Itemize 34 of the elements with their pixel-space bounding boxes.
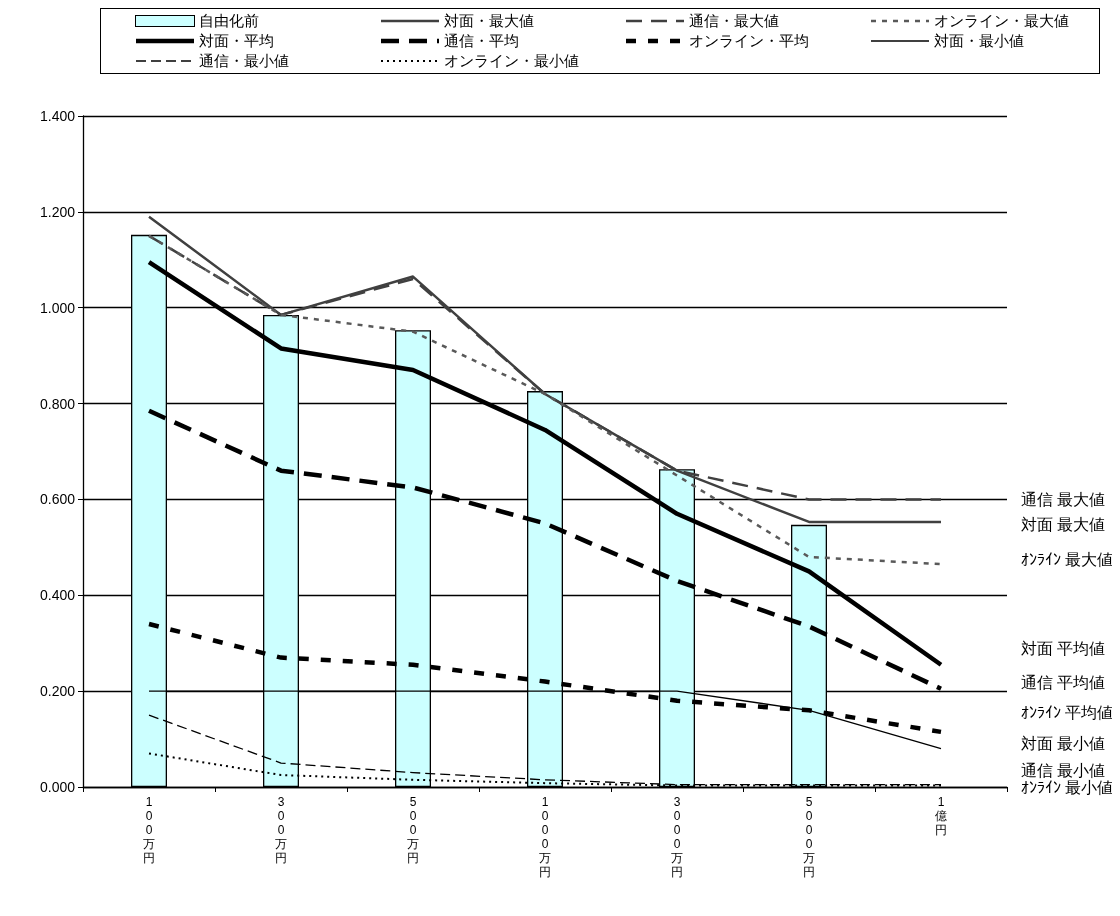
text: 対面 最小値 (1021, 735, 1106, 753)
y-tick-label: 1.000 (39, 299, 76, 316)
text: 通信 最大値 (1021, 490, 1106, 508)
y-tick-label: 0.000 (39, 779, 76, 795)
legend-label: 対面・最小値 (934, 31, 1024, 51)
legend-label: 通信・最大値 (689, 11, 779, 31)
text: ｵﾝﾗｲﾝ 最小値 (1021, 778, 1114, 796)
text: 対面 平均値 (1021, 639, 1106, 657)
y-tick-label: 0.200 (39, 683, 76, 700)
legend-label: オンライン・最小値 (444, 51, 579, 71)
legend-label: 対面・平均 (199, 31, 274, 51)
x-tick-label: 3000万円 (671, 795, 683, 879)
y-tick-label: 0.400 (39, 587, 76, 604)
text: ｵﾝﾗｲﾝ 平均値 (1021, 704, 1114, 722)
y-tick-label: 0.600 (39, 491, 76, 508)
legend-label: オンライン・最大値 (934, 11, 1069, 31)
legend-label: 対面・最大値 (444, 11, 534, 31)
text: 通信 平均値 (1021, 674, 1106, 692)
x-tick-label: 1000万円 (539, 795, 551, 879)
legend-label: オンライン・平均 (689, 31, 809, 51)
y-tick-label: 1.200 (39, 203, 76, 220)
x-tick-label: 100万円 (143, 795, 155, 865)
legend-label: 通信・平均 (444, 31, 519, 51)
x-tick-label: 500万円 (407, 795, 419, 865)
y-tick-label: 0.800 (39, 395, 76, 412)
legend-label: 自由化前 (199, 11, 259, 31)
x-tick-label: 300万円 (275, 795, 287, 865)
y-tick-label: 1.400 (39, 108, 76, 124)
x-tick-label: 1億円 (935, 795, 947, 837)
text: ｵﾝﾗｲﾝ 最大値 (1021, 550, 1114, 568)
x-tick-label: 5000万円 (803, 795, 815, 879)
text: 通信 最小値 (1021, 761, 1106, 779)
text: 対面 最大値 (1021, 515, 1106, 533)
legend-label: 通信・最小値 (199, 51, 289, 71)
